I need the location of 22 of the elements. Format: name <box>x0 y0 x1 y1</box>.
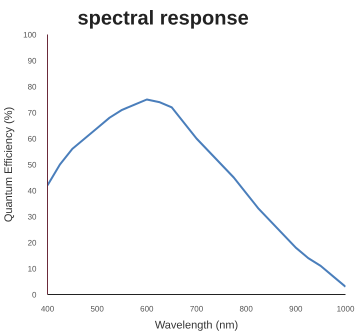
x-tick-label: 1000 <box>336 304 355 314</box>
x-tick-label: 600 <box>140 304 154 314</box>
y-tick-label: 10 <box>28 264 38 274</box>
y-tick-label: 100 <box>23 30 38 40</box>
y-tick-label: 60 <box>28 134 38 144</box>
y-axis-title: Quantum Efficiency (%) <box>3 106 16 222</box>
x-tick-label: 400 <box>40 304 55 314</box>
x-tick-label: 500 <box>90 304 104 314</box>
line-series <box>48 98 346 288</box>
y-tick-label: 50 <box>28 160 38 170</box>
y-tick-label: 80 <box>28 82 38 92</box>
x-tick-label: 700 <box>190 304 204 314</box>
x-tick-label: 900 <box>289 304 304 314</box>
y-tick-label: 40 <box>28 186 38 196</box>
y-tick-label: 70 <box>28 108 38 118</box>
y-tick-label: 30 <box>28 212 38 222</box>
y-tick-label: 0 <box>32 290 38 300</box>
chart-title: spectral response <box>78 8 249 30</box>
y-tick-label: 20 <box>28 238 38 248</box>
y-tick-label: 90 <box>28 56 38 66</box>
x-axis-title: Wavelength (nm) <box>154 320 238 332</box>
x-tick-label: 800 <box>239 304 254 314</box>
